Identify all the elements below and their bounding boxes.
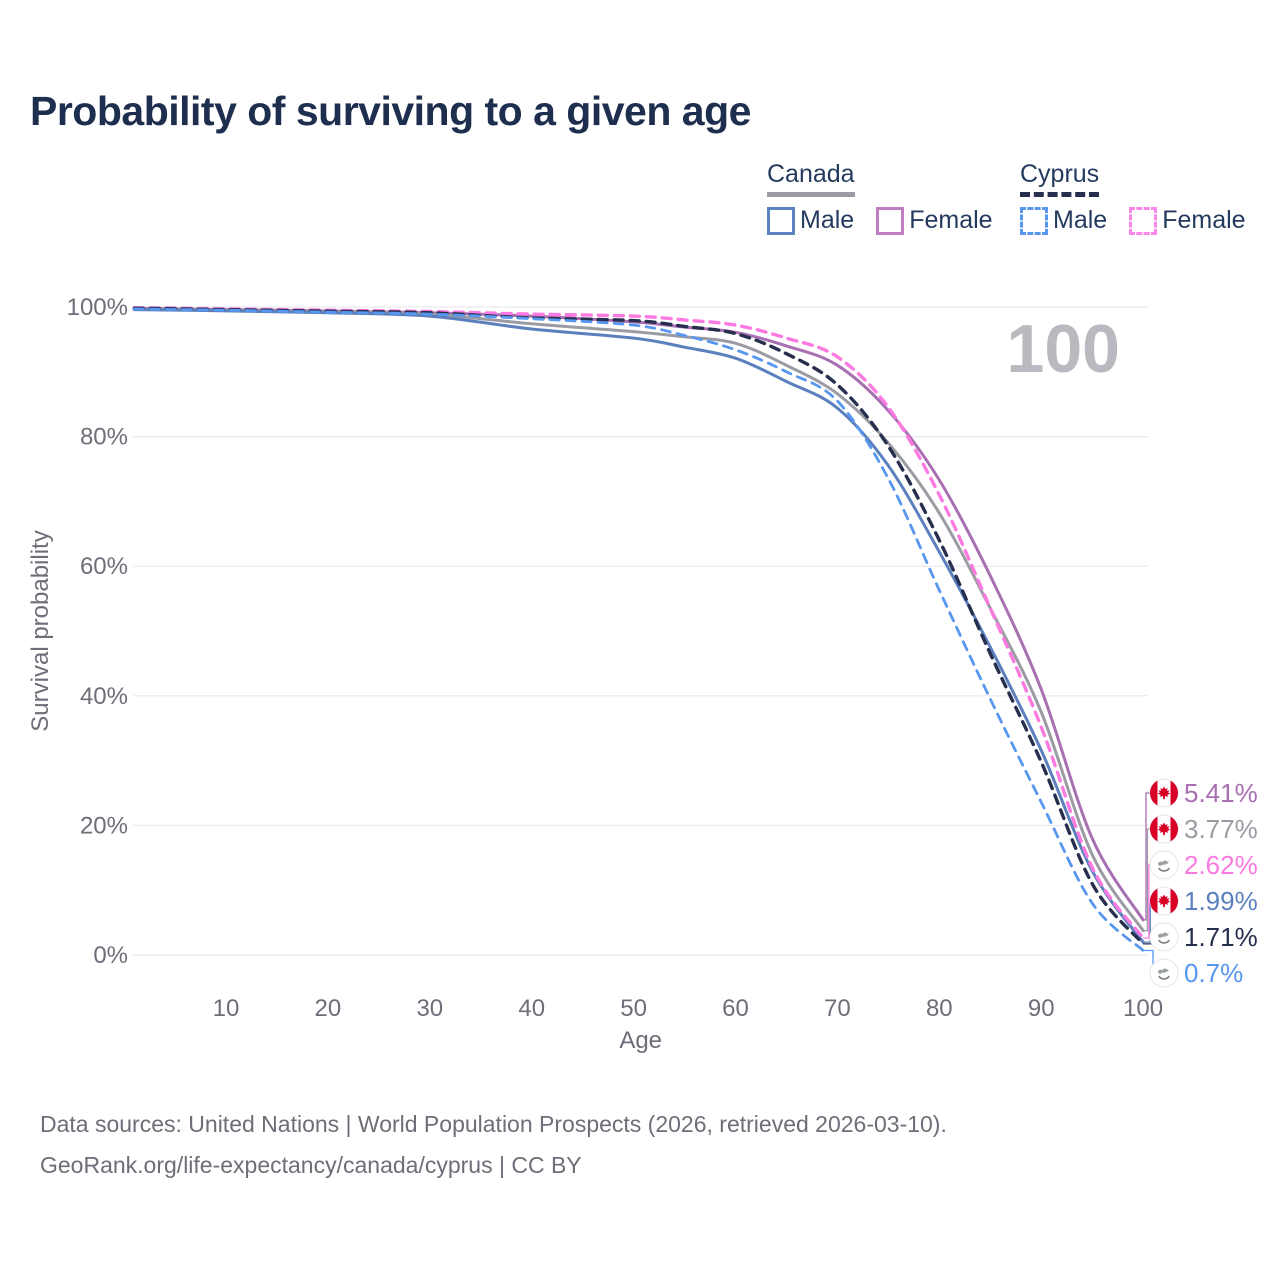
series-line-canada-male[interactable]: [132, 308, 1145, 944]
canada-female-swatch-icon: [876, 206, 905, 235]
cyprus-male-swatch-icon: [1020, 206, 1048, 235]
legend-group-canada: Canada Male Female: [767, 160, 1015, 235]
end-label-value: 0.7%: [1184, 958, 1243, 988]
legend: Canada Male Female Cyprus Male Female: [0, 160, 1280, 240]
legend-item-cyprus-male[interactable]: Male: [1020, 206, 1107, 235]
series-line-cyprus-both-sexes[interactable]: [132, 306, 1145, 946]
y-tick-label: 100%: [67, 294, 128, 321]
series-line-canada-both-sexes[interactable]: [132, 307, 1145, 933]
legend-item-label: Female: [909, 206, 993, 234]
x-tick-label: 30: [416, 995, 443, 1022]
end-label-connector-canada-both-sexes: [1143, 828, 1150, 932]
series-line-cyprus-female[interactable]: [132, 305, 1145, 940]
end-label-connector-cyprus-female: [1143, 864, 1150, 939]
y-tick-label: 0%: [93, 942, 128, 969]
footer-attribution[interactable]: GeoRank.org/life-expectancy/canada/cypru…: [40, 1152, 582, 1178]
legend-item-label: Male: [800, 206, 855, 234]
canada-flag-icon: [1149, 886, 1179, 916]
x-tick-label: 50: [620, 995, 647, 1022]
x-tick-label: 90: [1028, 995, 1055, 1022]
page-title: Probability of surviving to a given age: [30, 88, 751, 134]
series-line-cyprus-male[interactable]: [132, 307, 1145, 952]
legend-item-cyprus-female[interactable]: Female: [1129, 206, 1246, 235]
cyprus-flag-icon: [1149, 958, 1179, 988]
x-tick-label: 100: [1123, 995, 1163, 1022]
x-tick-label: 20: [315, 995, 342, 1022]
legend-items-canada: Male Female: [767, 206, 1015, 235]
y-axis-title: Survival probability: [27, 530, 54, 731]
x-tick-label: 60: [722, 995, 749, 1022]
end-label-connector-canada-female: [1143, 792, 1150, 921]
cyprus-female-swatch-icon: [1129, 206, 1158, 235]
legend-header-cyprus[interactable]: Cyprus: [1020, 160, 1100, 197]
end-label-value: 3.77%: [1184, 814, 1258, 844]
cyprus-flag-icon: [1149, 922, 1179, 952]
legend-group-cyprus: Cyprus Male Female: [1020, 160, 1268, 235]
legend-header-canada[interactable]: Canada: [767, 160, 855, 197]
legend-item-canada-female[interactable]: Female: [876, 206, 993, 235]
canada-male-swatch-icon: [767, 206, 795, 235]
age-watermark: 100: [1007, 311, 1120, 387]
footer-data-sources: Data sources: United Nations | World Pop…: [40, 1111, 947, 1137]
legend-item-canada-male[interactable]: Male: [767, 206, 854, 235]
canada-flag-icon: [1149, 778, 1179, 808]
legend-items-cyprus: Male Female: [1020, 206, 1268, 235]
end-label-value: 1.71%: [1184, 922, 1258, 952]
canada-flag-icon: [1149, 814, 1179, 844]
legend-item-label: Female: [1162, 206, 1246, 234]
x-axis-title: Age: [619, 1027, 662, 1054]
x-tick-label: 70: [824, 995, 851, 1022]
y-tick-label: 20%: [80, 812, 128, 839]
legend-item-label: Male: [1053, 206, 1108, 234]
x-tick-label: 80: [926, 995, 953, 1022]
x-tick-label: 40: [518, 995, 545, 1022]
end-label-value: 1.99%: [1184, 886, 1258, 916]
y-tick-label: 80%: [80, 424, 128, 451]
end-label-value: 2.62%: [1184, 850, 1258, 880]
cyprus-flag-icon: [1149, 850, 1179, 880]
survival-chart: 0% 20% 40% 60% 80% 100% 10 20 30 40 50 60 70 80 90 100 A…: [27, 294, 1258, 1054]
end-label-value: 5.41%: [1184, 778, 1258, 808]
y-tick-label: 60%: [80, 553, 128, 580]
x-tick-label: 10: [213, 995, 240, 1022]
footer: Data sources: United Nations | World Pop…: [40, 1104, 947, 1186]
y-tick-label: 40%: [80, 683, 128, 710]
